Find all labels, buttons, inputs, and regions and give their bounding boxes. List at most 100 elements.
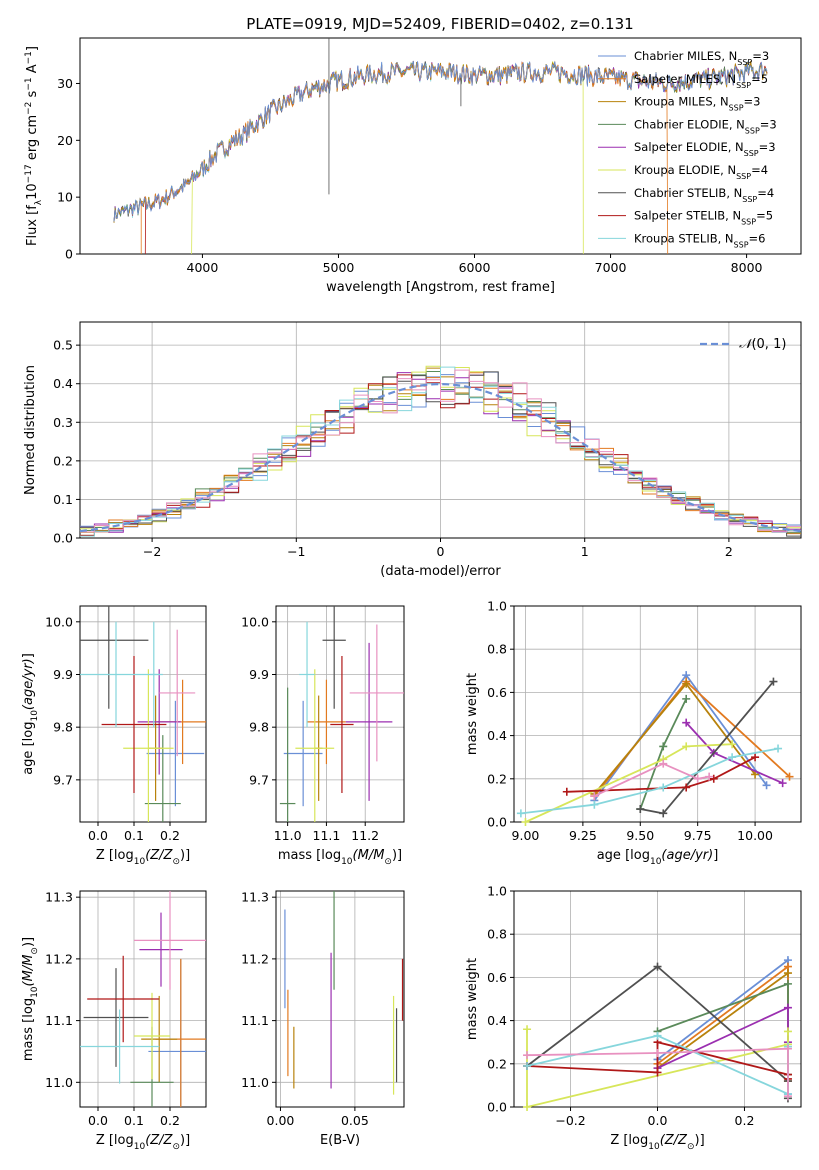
legend-ssp-sub: SSP xyxy=(736,80,751,89)
mass_vs_Z-xtick-label: 0.2 xyxy=(160,1113,180,1128)
weight_vs_Z-marker-5 xyxy=(523,1025,532,1034)
weight_vs_Z-line-3 xyxy=(657,982,789,1075)
weight_vs_Z-ytick-label: 1.0 xyxy=(487,884,507,899)
hist-legend-label: 𝒩(0, 1) xyxy=(739,337,786,352)
age_vs_Z-ytick-label: 9.9 xyxy=(53,667,73,682)
mass_vs_Z-errorbars xyxy=(80,891,206,1107)
spectrum-line-1 xyxy=(140,61,669,255)
spectrum-line-7 xyxy=(144,61,768,255)
legend-nssp: =3 xyxy=(760,117,777,131)
hist-legend-args: (0, 1) xyxy=(751,337,786,352)
weight_vs_age-marker-6 xyxy=(769,677,778,686)
weight_vs_Z-marker-2 xyxy=(783,969,792,978)
residual_hist-ylabel: Normed distribution xyxy=(23,365,38,495)
weight_vs_age-marker-8 xyxy=(774,744,783,753)
weight_vs_Z-xlabel: Z [log10(Z/Z⊙)] xyxy=(610,1133,704,1152)
mass_vs_ebv-errorbars xyxy=(284,891,404,1095)
residual_hist-ytick-label: 0.0 xyxy=(53,531,73,546)
weight_vs_Z-marker-9 xyxy=(523,1051,532,1060)
weight_vs_Z-marker-5 xyxy=(783,1027,792,1036)
residual_hist-xtick-label: 1 xyxy=(581,544,589,559)
weight_vs_Z-marker-7 xyxy=(653,1068,662,1077)
spectrum-xtick-label: 8000 xyxy=(731,260,763,275)
weight_vs_Z-marker-6 xyxy=(653,962,662,971)
legend-label-7: Salpeter STELIB, NSSP=5 xyxy=(634,209,773,227)
spectrum-ylabel: Flux [fλ10−17 erg cm−2 s−1 A−1] xyxy=(24,46,44,246)
weight_vs_age-marker-3 xyxy=(682,694,691,703)
weight_vs_Z-ytick-label: 0.0 xyxy=(487,1100,507,1115)
weight_vs_age-ytick-label: 0.0 xyxy=(487,815,507,830)
residual_hist-xtick-label: 2 xyxy=(725,544,733,559)
weight_vs_age-marker-8 xyxy=(590,800,599,809)
weight_vs_age-xtick-label: 10.00 xyxy=(737,828,773,843)
weight_vs_age-ytick-label: 0.6 xyxy=(487,685,507,700)
legend-ssp-sub: SSP xyxy=(734,240,749,249)
weight_vs_Z-marker-4 xyxy=(783,1003,792,1012)
legend-ssp-sub: SSP xyxy=(744,149,759,158)
spectrum-xtick-label: 5000 xyxy=(323,260,355,275)
age_vs_mass-ytick-label: 9.8 xyxy=(249,720,269,735)
residual_hist-ytick-label: 0.2 xyxy=(53,453,73,468)
legend-ssp-sub: SSP xyxy=(741,217,756,226)
weight_vs_age-marker-9 xyxy=(659,759,668,768)
residual_hist-xtick-label: −1 xyxy=(287,544,305,559)
age_vs_Z-axes: 0.0 0.1 0.2 9.7 9.8 9.9 10.0 Z [log10(Z/Z⊙)] age… xyxy=(21,605,207,867)
weight_vs_age-marker-8 xyxy=(659,783,668,792)
residual_hist-ytick-label: 0.1 xyxy=(53,492,73,507)
legend-model-name: Kroupa ELODIE, N xyxy=(634,163,736,177)
weight_vs_age-marker-7 xyxy=(751,753,760,762)
figure-title: PLATE=0919, MJD=52409, FIBERID=0402, z=0… xyxy=(246,15,633,33)
age_vs_Z-errorbars xyxy=(80,606,206,822)
weight_vs_age-series xyxy=(516,671,794,826)
weight_vs_Z-ytick-label: 0.8 xyxy=(487,927,507,942)
weight_vs_age-xtick-label: 9.50 xyxy=(626,828,654,843)
weight_vs_Z-xtick-label: 0.2 xyxy=(735,1113,755,1128)
weight_vs_age-marker-1 xyxy=(785,772,794,781)
residual_hist-xlabel: (data-model)/error xyxy=(380,564,501,579)
mass_vs_ebv-ytick-label: 11.3 xyxy=(241,890,269,905)
legend-label-3: Chabrier ELODIE, NSSP=3 xyxy=(634,117,777,135)
legend-ssp-sub: SSP xyxy=(745,126,760,135)
weight_vs_age-marker-4 xyxy=(778,779,787,788)
weight_vs_age-xtick-label: 9.00 xyxy=(512,828,540,843)
residual_hist-axes: −2 −1 0 1 2 0.0 0.1 0.2 0.3 0.4 0.5 (data-model)/er… xyxy=(23,321,802,579)
legend-model-name: Chabrier ELODIE, N xyxy=(634,117,745,131)
mass_vs_ebv-frame xyxy=(275,890,405,1108)
weight_vs_Z-xtick-label: −0.2 xyxy=(555,1113,585,1128)
legend-ssp-sub: SSP xyxy=(742,194,757,203)
weight_vs_age-marker-9 xyxy=(590,792,599,801)
legend-label-4: Salpeter ELODIE, NSSP=3 xyxy=(634,140,776,158)
weight_vs_age-line-4 xyxy=(685,721,783,784)
spectrum-xtick-label: 4000 xyxy=(187,260,219,275)
age_vs_mass-ytick-label: 9.9 xyxy=(249,667,269,682)
mass_vs_Z-ytick-label: 11.3 xyxy=(45,890,73,905)
residual_hist-ytick-label: 0.4 xyxy=(53,376,73,391)
mass_vs_ebv-xtick-label: 0.05 xyxy=(341,1113,369,1128)
legend-label-1: Salpeter MILES, NSSP=5 xyxy=(634,72,768,90)
residual_hist-xtick-label: −2 xyxy=(143,544,161,559)
weight_vs_Z-marker-8 xyxy=(653,1031,662,1040)
weight_vs_Z-marker-9 xyxy=(783,1092,792,1101)
weight_vs_age-line-8 xyxy=(520,747,779,815)
weight_vs_age-marker-7 xyxy=(562,787,571,796)
legend-label-2: Kroupa MILES, NSSP=3 xyxy=(634,95,760,113)
spectrum-xlabel: wavelength [Angstrom, rest frame] xyxy=(326,280,555,295)
weight_vs_Z-marker-9 xyxy=(653,1049,662,1057)
weight_vs_age-line-7 xyxy=(566,756,756,793)
age_vs_mass-xtick-label: 11.0 xyxy=(274,828,302,843)
mass_vs_ebv-ytick-label: 11.0 xyxy=(241,1075,269,1090)
legend-ssp-sub: SSP xyxy=(736,172,751,181)
legend-label-5: Kroupa ELODIE, NSSP=4 xyxy=(634,163,768,181)
legend-label-0: Chabrier MILES, NSSP=3 xyxy=(634,49,769,67)
weight_vs_Z-axes: −0.2 0.0 0.2 0.0 0.2 0.4 0.6 0.8 1.0 Z [log10(Z/Z… xyxy=(465,884,802,1152)
spectrum-ytick-label: 10 xyxy=(57,190,73,205)
weight_vs_age-marker-6 xyxy=(636,805,645,814)
spectrum-xtick-label: 6000 xyxy=(459,260,491,275)
weight_vs_age-ytick-label: 0.4 xyxy=(487,728,507,743)
weight_vs_age-ytick-label: 0.8 xyxy=(487,642,507,657)
weight_vs_Z-marker-8 xyxy=(523,1061,532,1070)
weight_vs_age-marker-4 xyxy=(682,718,691,727)
weight_vs_Z-ytick-label: 0.4 xyxy=(487,1013,507,1028)
age_vs_Z-xtick-label: 0.2 xyxy=(160,828,180,843)
mass_vs_Z-ytick-label: 11.1 xyxy=(45,1013,73,1028)
